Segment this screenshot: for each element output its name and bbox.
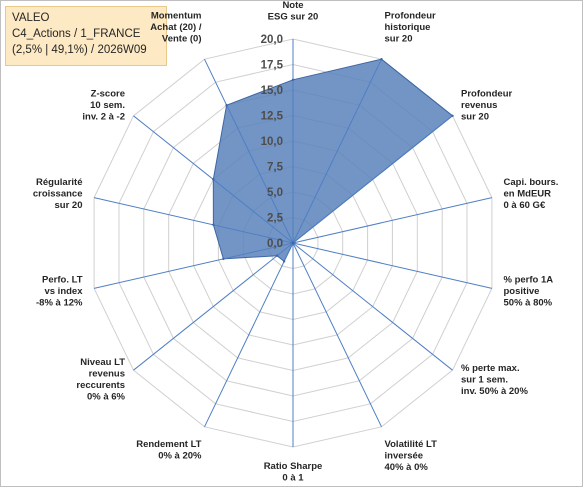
axis-label: 10 sem. <box>90 100 125 111</box>
axis-label: revenus <box>89 369 125 380</box>
data-point <box>291 241 295 245</box>
axis-label: Momentum <box>151 10 202 21</box>
axis-label: Profondeur <box>461 89 512 100</box>
axis-label: Perfo. LT <box>42 275 83 286</box>
data-point <box>222 257 225 261</box>
axis-spoke <box>292 242 382 428</box>
axis-label: 0 à 60 G€ <box>504 200 546 211</box>
tick-label: 20,0 <box>261 34 283 46</box>
data-point <box>225 104 228 107</box>
axis-label: 0 à 1 <box>282 473 304 484</box>
data-point <box>380 58 383 61</box>
axis-spoke <box>93 242 294 289</box>
axis-spoke <box>292 242 453 371</box>
axis-spoke <box>204 242 294 428</box>
axis-label: 40% à 0% <box>385 462 429 473</box>
axis-spoke <box>93 197 294 244</box>
tick-label: 10,0 <box>261 136 283 148</box>
stock-info-box: VALEO C4_Actions / 1_FRANCE (2,5% | 49,1… <box>5 6 167 66</box>
stock-name: VALEO <box>12 12 50 24</box>
stock-category: C4_Actions / 1_FRANCE <box>12 28 141 40</box>
axis-label: sur 20 <box>55 200 83 211</box>
data-point <box>275 254 279 257</box>
axis-spoke <box>292 197 493 244</box>
tick-label: 17,5 <box>261 60 284 72</box>
tick-label: 12,5 <box>261 111 284 123</box>
axis-label: 0% à 6% <box>87 392 126 403</box>
stock-period: (2,5% | 49,1%) / 2026W09 <box>12 44 147 56</box>
axis-spoke <box>133 242 294 371</box>
axis-label: Vente (0) <box>162 33 202 44</box>
axis-spoke <box>292 115 453 244</box>
axis-label: inversée <box>385 451 424 462</box>
axis-label: 0% à 20% <box>158 451 202 462</box>
axis-label: ESG sur 20 <box>268 12 319 23</box>
axis-label: % perfo 1A <box>504 275 554 286</box>
axis-label: reccurents <box>76 380 125 391</box>
axis-label: Note <box>282 1 303 11</box>
axis-label: Achat (20) / <box>150 22 202 33</box>
tick-label: 0,0 <box>267 238 283 250</box>
axis-label: revenus <box>461 100 497 111</box>
axis-label: Volatilité LT <box>385 439 438 450</box>
tick-label: 5,0 <box>267 187 283 199</box>
data-point <box>291 78 295 82</box>
axis-label: en MdEUR <box>504 188 552 199</box>
axis-label: positive <box>504 286 540 297</box>
tick-label: 7,5 <box>267 162 284 174</box>
axis-label: Capi. bours. <box>504 177 559 188</box>
axis-label: sur 20 <box>385 33 413 44</box>
data-point <box>212 223 215 226</box>
axis-spoke <box>292 242 493 289</box>
data-point <box>451 114 454 118</box>
axis-label: historique <box>385 22 431 33</box>
axis-label: Rendement LT <box>136 439 201 450</box>
axis-label: inv. 2 à -2 <box>82 112 125 123</box>
axis-label: vs index <box>44 286 83 297</box>
axis-spoke <box>204 58 294 244</box>
axis-label: Niveau LT <box>80 357 125 368</box>
data-point <box>282 260 286 263</box>
axis-label: Z-score <box>91 89 125 100</box>
axis-label: -8% à 12% <box>36 298 83 309</box>
axis-label: 50% à 80% <box>504 298 553 309</box>
axis-spoke <box>292 58 382 244</box>
axis-label: inv. 50% à 20% <box>461 386 528 397</box>
axis-label: % perte max. <box>461 363 520 374</box>
tick-label: 2,5 <box>267 213 284 225</box>
tick-label: 15,0 <box>261 85 283 97</box>
axis-label: Ratio Sharpe <box>264 461 323 472</box>
data-point <box>212 178 215 181</box>
axis-label: Profondeur <box>385 10 436 21</box>
axis-label: Régularité <box>36 177 82 188</box>
axis-label: sur 1 sem. <box>461 374 508 385</box>
axis-label: croissance <box>33 188 83 199</box>
axis-label: sur 20 <box>461 112 489 123</box>
